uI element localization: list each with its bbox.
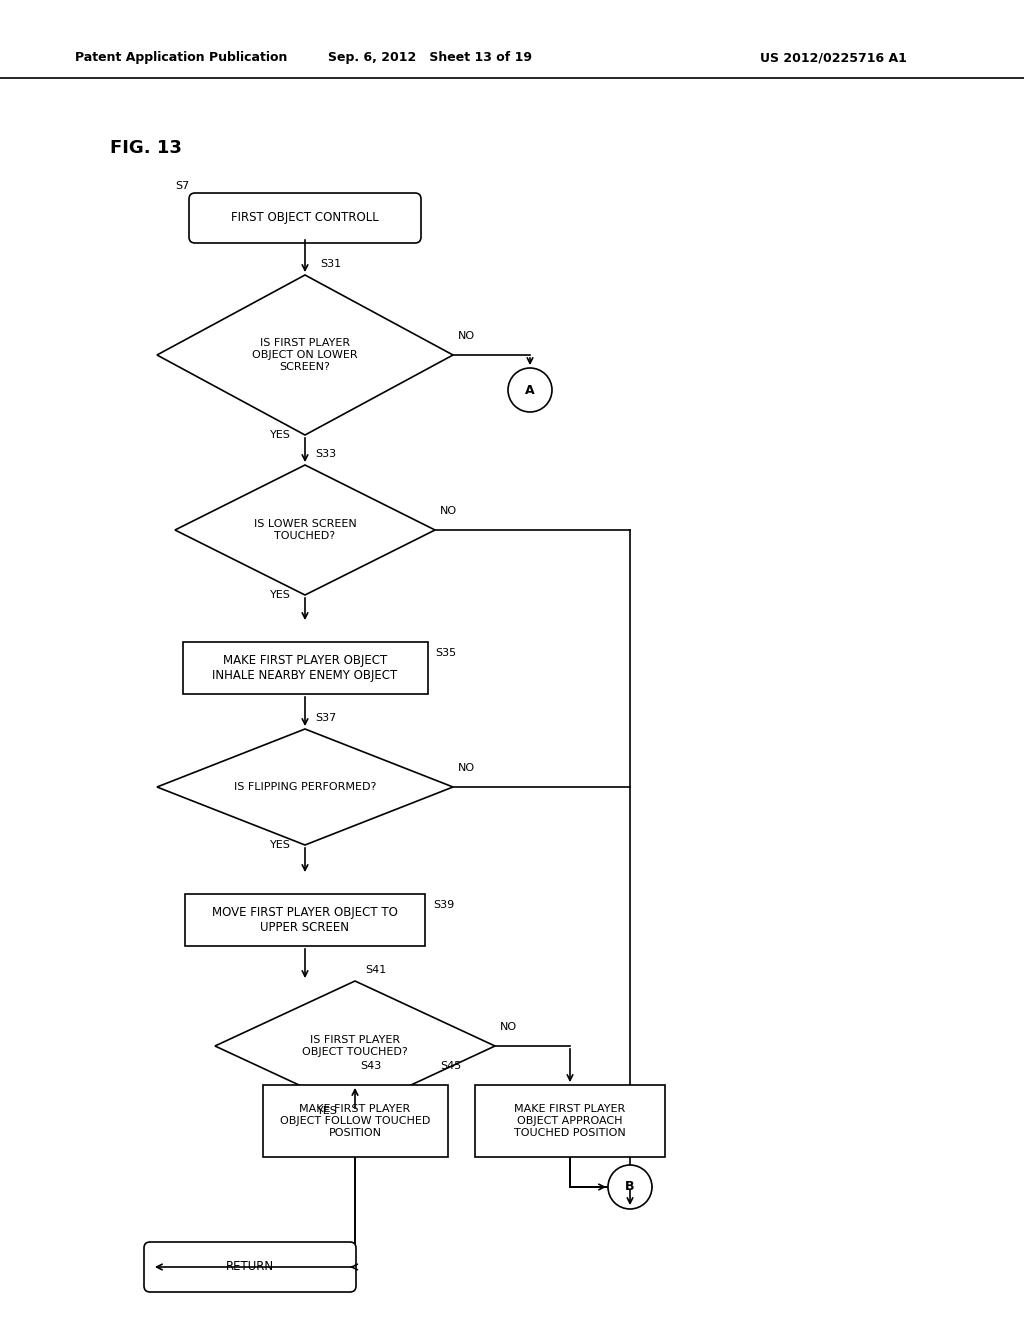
FancyBboxPatch shape: [189, 193, 421, 243]
Text: NO: NO: [500, 1022, 517, 1032]
Text: FIRST OBJECT CONTROLL: FIRST OBJECT CONTROLL: [231, 211, 379, 224]
Text: MAKE FIRST PLAYER OBJECT
INHALE NEARBY ENEMY OBJECT: MAKE FIRST PLAYER OBJECT INHALE NEARBY E…: [212, 653, 397, 682]
Text: FIG. 13: FIG. 13: [110, 139, 182, 157]
Text: A: A: [525, 384, 535, 396]
Text: S39: S39: [433, 900, 455, 909]
Text: NO: NO: [440, 506, 457, 516]
Text: Sep. 6, 2012   Sheet 13 of 19: Sep. 6, 2012 Sheet 13 of 19: [328, 51, 532, 65]
Text: YES: YES: [270, 590, 291, 601]
Text: YES: YES: [270, 840, 291, 850]
Text: S7: S7: [176, 181, 190, 191]
Text: Patent Application Publication: Patent Application Publication: [75, 51, 288, 65]
Bar: [262, 1085, 447, 1158]
Text: S43: S43: [360, 1061, 381, 1071]
Text: S33: S33: [315, 449, 336, 459]
Text: S37: S37: [315, 713, 336, 723]
Text: YES: YES: [270, 430, 291, 440]
Text: IS LOWER SCREEN
TOUCHED?: IS LOWER SCREEN TOUCHED?: [254, 519, 356, 541]
Text: S35: S35: [435, 648, 457, 657]
Text: NO: NO: [458, 763, 475, 774]
Bar: [475, 1085, 665, 1158]
Bar: [182, 642, 427, 694]
Text: MOVE FIRST PLAYER OBJECT TO
UPPER SCREEN: MOVE FIRST PLAYER OBJECT TO UPPER SCREEN: [212, 906, 398, 935]
Text: B: B: [626, 1180, 635, 1193]
Polygon shape: [157, 729, 453, 845]
Text: IS FIRST PLAYER
OBJECT TOUCHED?: IS FIRST PLAYER OBJECT TOUCHED?: [302, 1035, 408, 1057]
Circle shape: [608, 1166, 652, 1209]
Polygon shape: [215, 981, 495, 1111]
Text: IS FLIPPING PERFORMED?: IS FLIPPING PERFORMED?: [233, 781, 376, 792]
Text: MAKE FIRST PLAYER
OBJECT FOLLOW TOUCHED
POSITION: MAKE FIRST PLAYER OBJECT FOLLOW TOUCHED …: [280, 1105, 430, 1138]
Text: US 2012/0225716 A1: US 2012/0225716 A1: [760, 51, 907, 65]
Text: S45: S45: [440, 1061, 461, 1071]
Circle shape: [508, 368, 552, 412]
Text: YES: YES: [317, 1106, 338, 1115]
FancyBboxPatch shape: [144, 1242, 356, 1292]
Polygon shape: [157, 275, 453, 436]
Text: RETURN: RETURN: [226, 1261, 274, 1274]
Text: MAKE FIRST PLAYER
OBJECT APPROACH
TOUCHED POSITION: MAKE FIRST PLAYER OBJECT APPROACH TOUCHE…: [514, 1105, 626, 1138]
Text: S41: S41: [365, 965, 386, 975]
Text: S31: S31: [319, 259, 341, 269]
Text: NO: NO: [458, 331, 475, 341]
Text: IS FIRST PLAYER
OBJECT ON LOWER
SCREEN?: IS FIRST PLAYER OBJECT ON LOWER SCREEN?: [252, 338, 357, 372]
Polygon shape: [175, 465, 435, 595]
Bar: [185, 894, 425, 946]
